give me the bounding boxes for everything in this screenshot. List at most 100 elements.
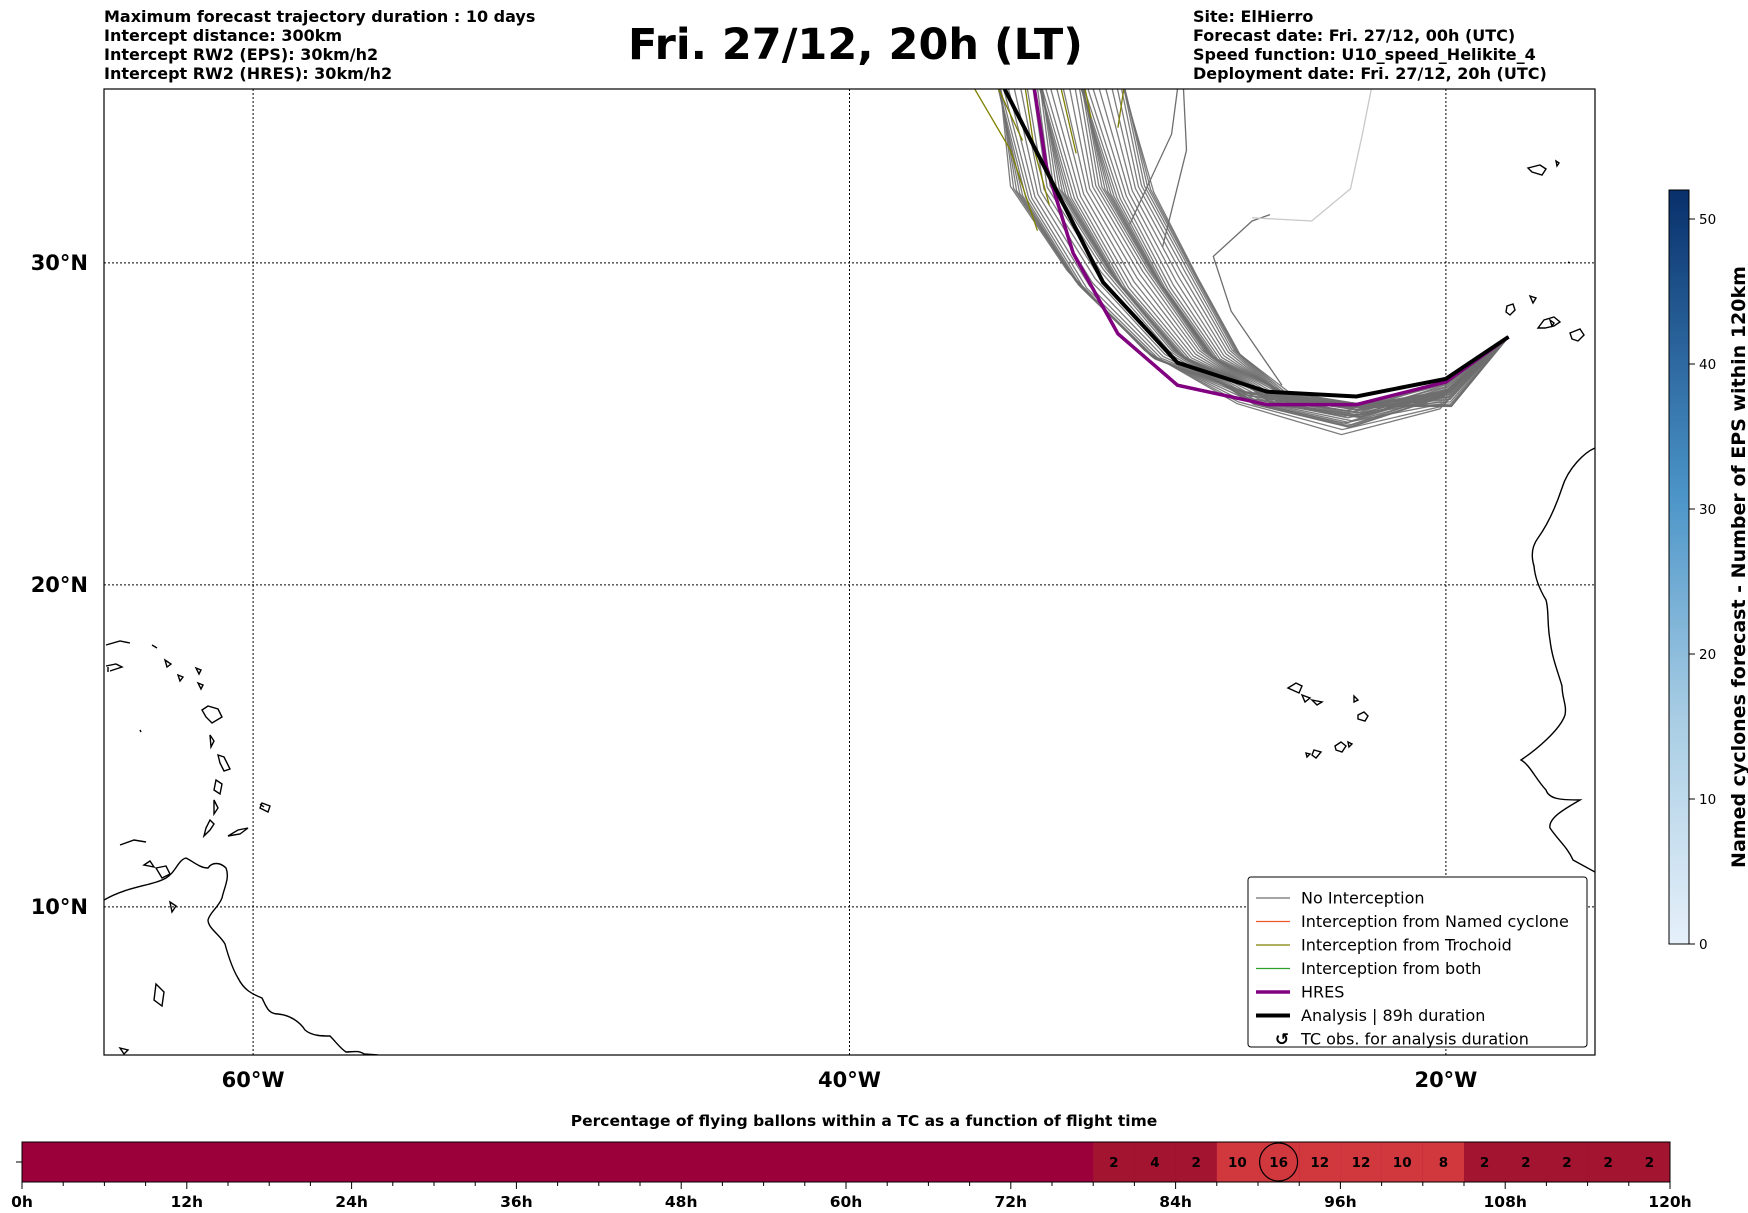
header-right-line: Forecast date: Fri. 27/12, 00h (UTC) [1193, 26, 1516, 45]
trinidad-coastline [118, 865, 177, 1055]
page-title: Fri. 27/12, 20h (LT) [628, 20, 1083, 70]
header-right-line: Site: ElHierro [1193, 7, 1314, 26]
colorbar-gradient [1668, 189, 1690, 945]
no-interception-trajectories [997, 89, 1510, 436]
timeline-cell-value: 10 [1393, 1155, 1412, 1171]
timeline-x-label: 60h [830, 1193, 863, 1211]
timeline-x-label: 36h [500, 1193, 533, 1211]
canary-islands [1505, 294, 1585, 342]
ensemble-trajectory [999, 89, 1509, 406]
latitude-label: 10°N [31, 895, 88, 919]
colorbar: 0 10 20 30 40 50 Named cyclones forecast - Nu… [1668, 189, 1748, 953]
timeline-cell-value: 2 [1521, 1155, 1530, 1171]
south-america-coastline [104, 857, 379, 1055]
timeline-cell [1216, 1142, 1258, 1182]
colorbar-tick-label: 10 [1699, 792, 1716, 808]
latitude-label: 30°N [31, 251, 88, 275]
header-right-line: Deployment date: Fri. 27/12, 20h (UTC) [1193, 64, 1547, 83]
timeline-cell [1505, 1142, 1547, 1182]
trochoid-trajectory [998, 89, 1024, 141]
longitude-label: 60°W [222, 1068, 285, 1092]
timeline-x-label: 120h [1648, 1193, 1691, 1211]
coastlines [104, 159, 1595, 1055]
ensemble-trajectory [998, 89, 1509, 418]
timeline-x-label: 12h [170, 1193, 203, 1211]
map-frame [103, 88, 1596, 1056]
timeline-cell-value: 16 [1269, 1155, 1288, 1171]
timeline-cell-value: 10 [1228, 1155, 1247, 1171]
timeline-cell [1628, 1142, 1670, 1182]
timeline-cell-value: 2 [1562, 1155, 1571, 1171]
timeline-cell-value: 2 [1191, 1155, 1200, 1171]
timeline-x-axis: 0h 12h 24h 36h 48h 60h 72h 84h 96h 108h 120h [11, 1182, 1692, 1211]
timeline-cell-value: 2 [1603, 1155, 1612, 1171]
legend-label: Interception from Named cyclone [1301, 912, 1569, 931]
header-left-line: Maximum forecast trajectory duration : 1… [104, 7, 536, 26]
colorbar-ticks: 0 10 20 30 40 50 [1689, 212, 1716, 953]
ensemble-trajectory [1120, 89, 1509, 408]
trochoid-trajectory [1084, 89, 1092, 119]
legend: No Interception Interception from Named c… [1247, 876, 1588, 1050]
trochoid-trajectory [1060, 89, 1077, 154]
timeline-cell-value: 2 [1109, 1155, 1118, 1171]
header-left-line: Intercept RW2 (HRES): 30km/h2 [104, 64, 393, 83]
ensemble-trajectory [1074, 89, 1509, 418]
trochoid-trajectory [974, 89, 1039, 231]
timeline-cell [1587, 1142, 1629, 1182]
ensemble-branch-trajectory [1212, 213, 1283, 386]
analysis-trajectory [1002, 89, 1510, 399]
longitude-label: 20°W [1414, 1068, 1477, 1092]
timeline-cell [1175, 1142, 1217, 1182]
timeline-title: Percentage of flying ballons within a TC… [571, 1112, 1158, 1130]
africa-coastline [1519, 447, 1595, 873]
timeline-x-label: 96h [1324, 1193, 1357, 1211]
ensemble-trajectory [1000, 89, 1509, 431]
madeira-islands [1526, 159, 1571, 264]
colorbar-tick-label: 30 [1699, 502, 1716, 518]
legend-label: Analysis | 89h duration [1301, 1006, 1485, 1025]
hres-trajectory [1032, 89, 1510, 407]
timeline-cell [1464, 1142, 1506, 1182]
timeline-x-label: 24h [335, 1193, 368, 1211]
header-left-line: Intercept distance: 300km [104, 26, 343, 45]
timeline-cell [1422, 1142, 1464, 1182]
timeline-max-marker [1258, 1142, 1299, 1182]
timeline-cell [1134, 1142, 1176, 1182]
legend-label: Interception from both [1301, 959, 1481, 978]
ensemble-branch-trajectory [1129, 89, 1179, 225]
header-right-info: Site: ElHierro Forecast date: Fri. 27/12… [1193, 7, 1547, 83]
colorbar-tick-label: 0 [1699, 937, 1708, 953]
timeline-panel: Percentage of flying ballons within a TC… [11, 1112, 1692, 1211]
timeline-x-label: 48h [665, 1193, 698, 1211]
trochoid-trajectory [1117, 89, 1125, 128]
map: 30°N 20°N 10°N 60°W 40°W 20°W No Interception… [31, 88, 1596, 1092]
legend-label: TC obs. for analysis duration [1300, 1030, 1529, 1049]
longitude-label: 40°W [818, 1068, 881, 1092]
cape-verde-islands [1286, 682, 1369, 759]
timeline-x-label: 84h [1159, 1193, 1192, 1211]
antilles-small [107, 667, 265, 1008]
timeline-cell [1381, 1142, 1423, 1182]
timeline-cell [1546, 1142, 1588, 1182]
header-right-line: Speed function: U10_speed_Helikite_4 [1193, 45, 1536, 64]
ensemble-branch-trajectory [1161, 89, 1188, 247]
cyclone-symbol-icon: ↺ [1275, 1030, 1289, 1050]
timeline-cell-value: 4 [1150, 1155, 1159, 1171]
colorbar-label: Named cyclones forecast - Number of EPS … [1728, 266, 1748, 868]
timeline-cell-value: 12 [1352, 1155, 1371, 1171]
timeline-cell [1340, 1142, 1382, 1182]
header-left-line: Intercept RW2 (EPS): 30km/h2 [104, 45, 379, 64]
caribbean-islands [105, 640, 271, 869]
legend-box [1247, 876, 1588, 1048]
map-axis-labels: 30°N 20°N 10°N 60°W 40°W 20°W [31, 251, 1478, 1092]
ensemble-trajectory [999, 89, 1509, 436]
trajectories [974, 89, 1510, 436]
timeline-cell-value: 12 [1310, 1155, 1329, 1171]
timeline-x-label: 108h [1484, 1193, 1527, 1211]
legend-label: Interception from Trochoid [1301, 936, 1512, 955]
legend-label: HRES [1301, 983, 1344, 1002]
legend-label: No Interception [1301, 889, 1425, 908]
timeline-cell-value: 2 [1645, 1155, 1654, 1171]
timeline-cell-value: 2 [1480, 1155, 1489, 1171]
